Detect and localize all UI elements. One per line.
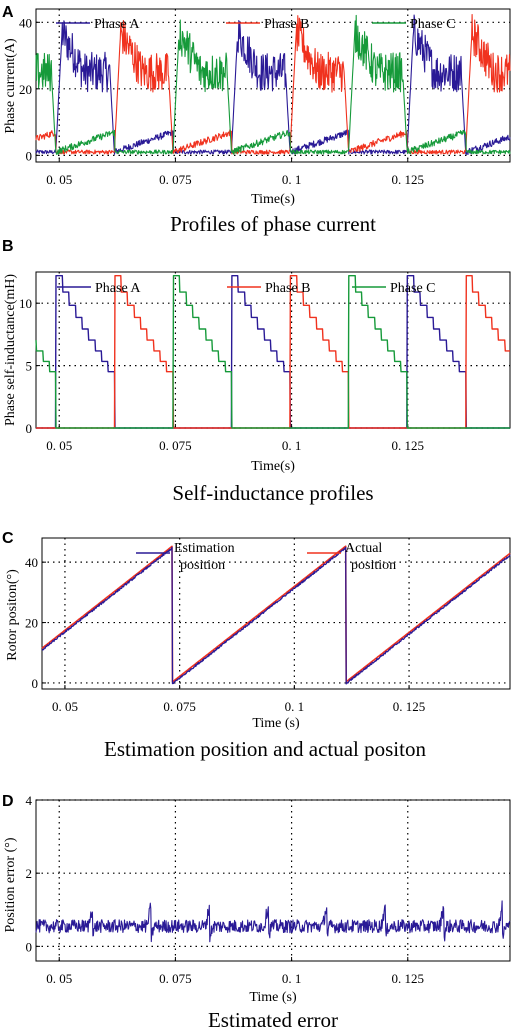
x-tick-label: 0. 125 — [392, 172, 425, 187]
series-line-position-error — [35, 900, 511, 943]
series-line-phase-b — [35, 275, 511, 429]
y-tick-labels: 0 5 10 — [19, 296, 32, 436]
series-line-actual-position — [41, 545, 511, 683]
legend-label: Actual — [345, 541, 382, 556]
y-tick-label: 40 — [25, 555, 38, 570]
panel-letter: D — [2, 793, 14, 810]
x-tick-label: 0. 125 — [393, 699, 426, 714]
x-tick-label: 0. 1 — [285, 699, 305, 714]
x-tick-labels: 0. 05 0. 075 0. 1 0. 125 — [52, 699, 425, 714]
grid-lines — [36, 799, 510, 961]
legend-label: Phase A — [95, 281, 141, 296]
y-tick-label: 0 — [32, 676, 39, 691]
y-tick-label: 4 — [26, 793, 33, 808]
x-tick-label: 0. 05 — [46, 438, 72, 453]
caption: Profiles of phase current — [170, 212, 376, 236]
legend: Estimation position Actual position — [136, 541, 396, 573]
panel-letter: C — [2, 530, 14, 547]
series-line-estimation-position — [41, 546, 511, 685]
caption: Self-inductance profiles — [172, 481, 373, 505]
panel-letter: B — [2, 238, 14, 255]
plot-frame — [35, 799, 511, 962]
x-tick-label: 0. 05 — [46, 971, 72, 986]
x-tick-label: 0. 075 — [163, 699, 196, 714]
plot-frame — [41, 537, 511, 690]
x-tick-labels: 0. 05 0. 075 0. 1 0. 125 — [46, 438, 424, 453]
caption: Estimated error — [208, 1008, 338, 1031]
legend-label: position — [351, 558, 396, 573]
series-line-phase-c — [35, 14, 511, 155]
legend-label: Phase C — [390, 281, 436, 296]
series-line-phase-c — [35, 275, 511, 429]
x-tick-label: 0. 1 — [282, 438, 302, 453]
x-tick-label: 0. 05 — [52, 699, 78, 714]
y-axis-label: Phase current(A) — [3, 38, 18, 134]
x-tick-label: 0. 075 — [159, 971, 192, 986]
x-tick-label: 0. 075 — [159, 172, 192, 187]
y-tick-label: 10 — [19, 296, 32, 311]
series-lines — [35, 13, 511, 156]
legend-label: Phase B — [265, 281, 311, 296]
x-axis-label: Time (s) — [252, 716, 300, 731]
x-axis-label: Time(s) — [251, 459, 295, 474]
x-tick-label: 0. 125 — [392, 438, 425, 453]
panel-d: D 0 2 4 0. 05 0. 075 0. 1 0. 125 Position err… — [2, 793, 511, 1032]
x-tick-label: 0. 125 — [392, 971, 425, 986]
x-axis-label: Time(s) — [251, 192, 295, 207]
y-tick-label: 40 — [19, 15, 32, 30]
legend-label: Phase C — [410, 17, 456, 32]
y-tick-label: 0 — [26, 148, 33, 163]
panel-c: C 0 20 40 0. 05 0. 075 0. 1 0. 125 Estimation… — [2, 530, 511, 761]
grid-lines — [42, 538, 510, 689]
series-lines — [35, 900, 511, 943]
legend: Phase A Phase B Phase C — [57, 281, 436, 296]
legend-label: Phase A — [94, 17, 140, 32]
x-axis-label: Time (s) — [249, 990, 297, 1005]
plot-frame — [35, 8, 511, 163]
y-tick-labels: 0 20 40 — [19, 15, 32, 163]
legend: Phase A Phase B Phase C — [56, 17, 456, 32]
y-tick-labels: 0 20 40 — [25, 555, 38, 691]
y-tick-label: 2 — [26, 866, 33, 881]
series-lines — [35, 275, 511, 429]
legend-label: Phase B — [264, 17, 310, 32]
x-tick-label: 0. 1 — [282, 172, 302, 187]
y-tick-labels: 0 2 4 — [26, 793, 33, 954]
series-lines — [41, 545, 511, 685]
x-tick-label: 0. 1 — [282, 971, 302, 986]
caption: Estimation position and actual positon — [104, 737, 426, 761]
y-axis-label: Rotor positon(°) — [5, 569, 20, 661]
panel-letter: A — [2, 4, 14, 21]
x-tick-labels: 0. 05 0. 075 0. 1 0. 125 — [46, 172, 424, 187]
x-tick-labels: 0. 05 0. 075 0. 1 0. 125 — [46, 971, 424, 986]
y-tick-label: 0 — [26, 421, 33, 436]
x-tick-label: 0. 075 — [159, 438, 192, 453]
series-line-phase-a — [35, 275, 511, 429]
y-tick-label: 20 — [25, 616, 38, 631]
y-axis-label: Phase self-inductance(mH) — [3, 274, 18, 426]
y-tick-label: 20 — [19, 82, 32, 97]
legend-label: position — [180, 558, 225, 573]
y-tick-label: 0 — [26, 939, 33, 954]
y-tick-label: 5 — [26, 359, 33, 374]
y-axis-label: Position error (°) — [3, 837, 18, 932]
legend-label: Estimation — [174, 541, 235, 556]
x-tick-label: 0. 05 — [46, 172, 72, 187]
